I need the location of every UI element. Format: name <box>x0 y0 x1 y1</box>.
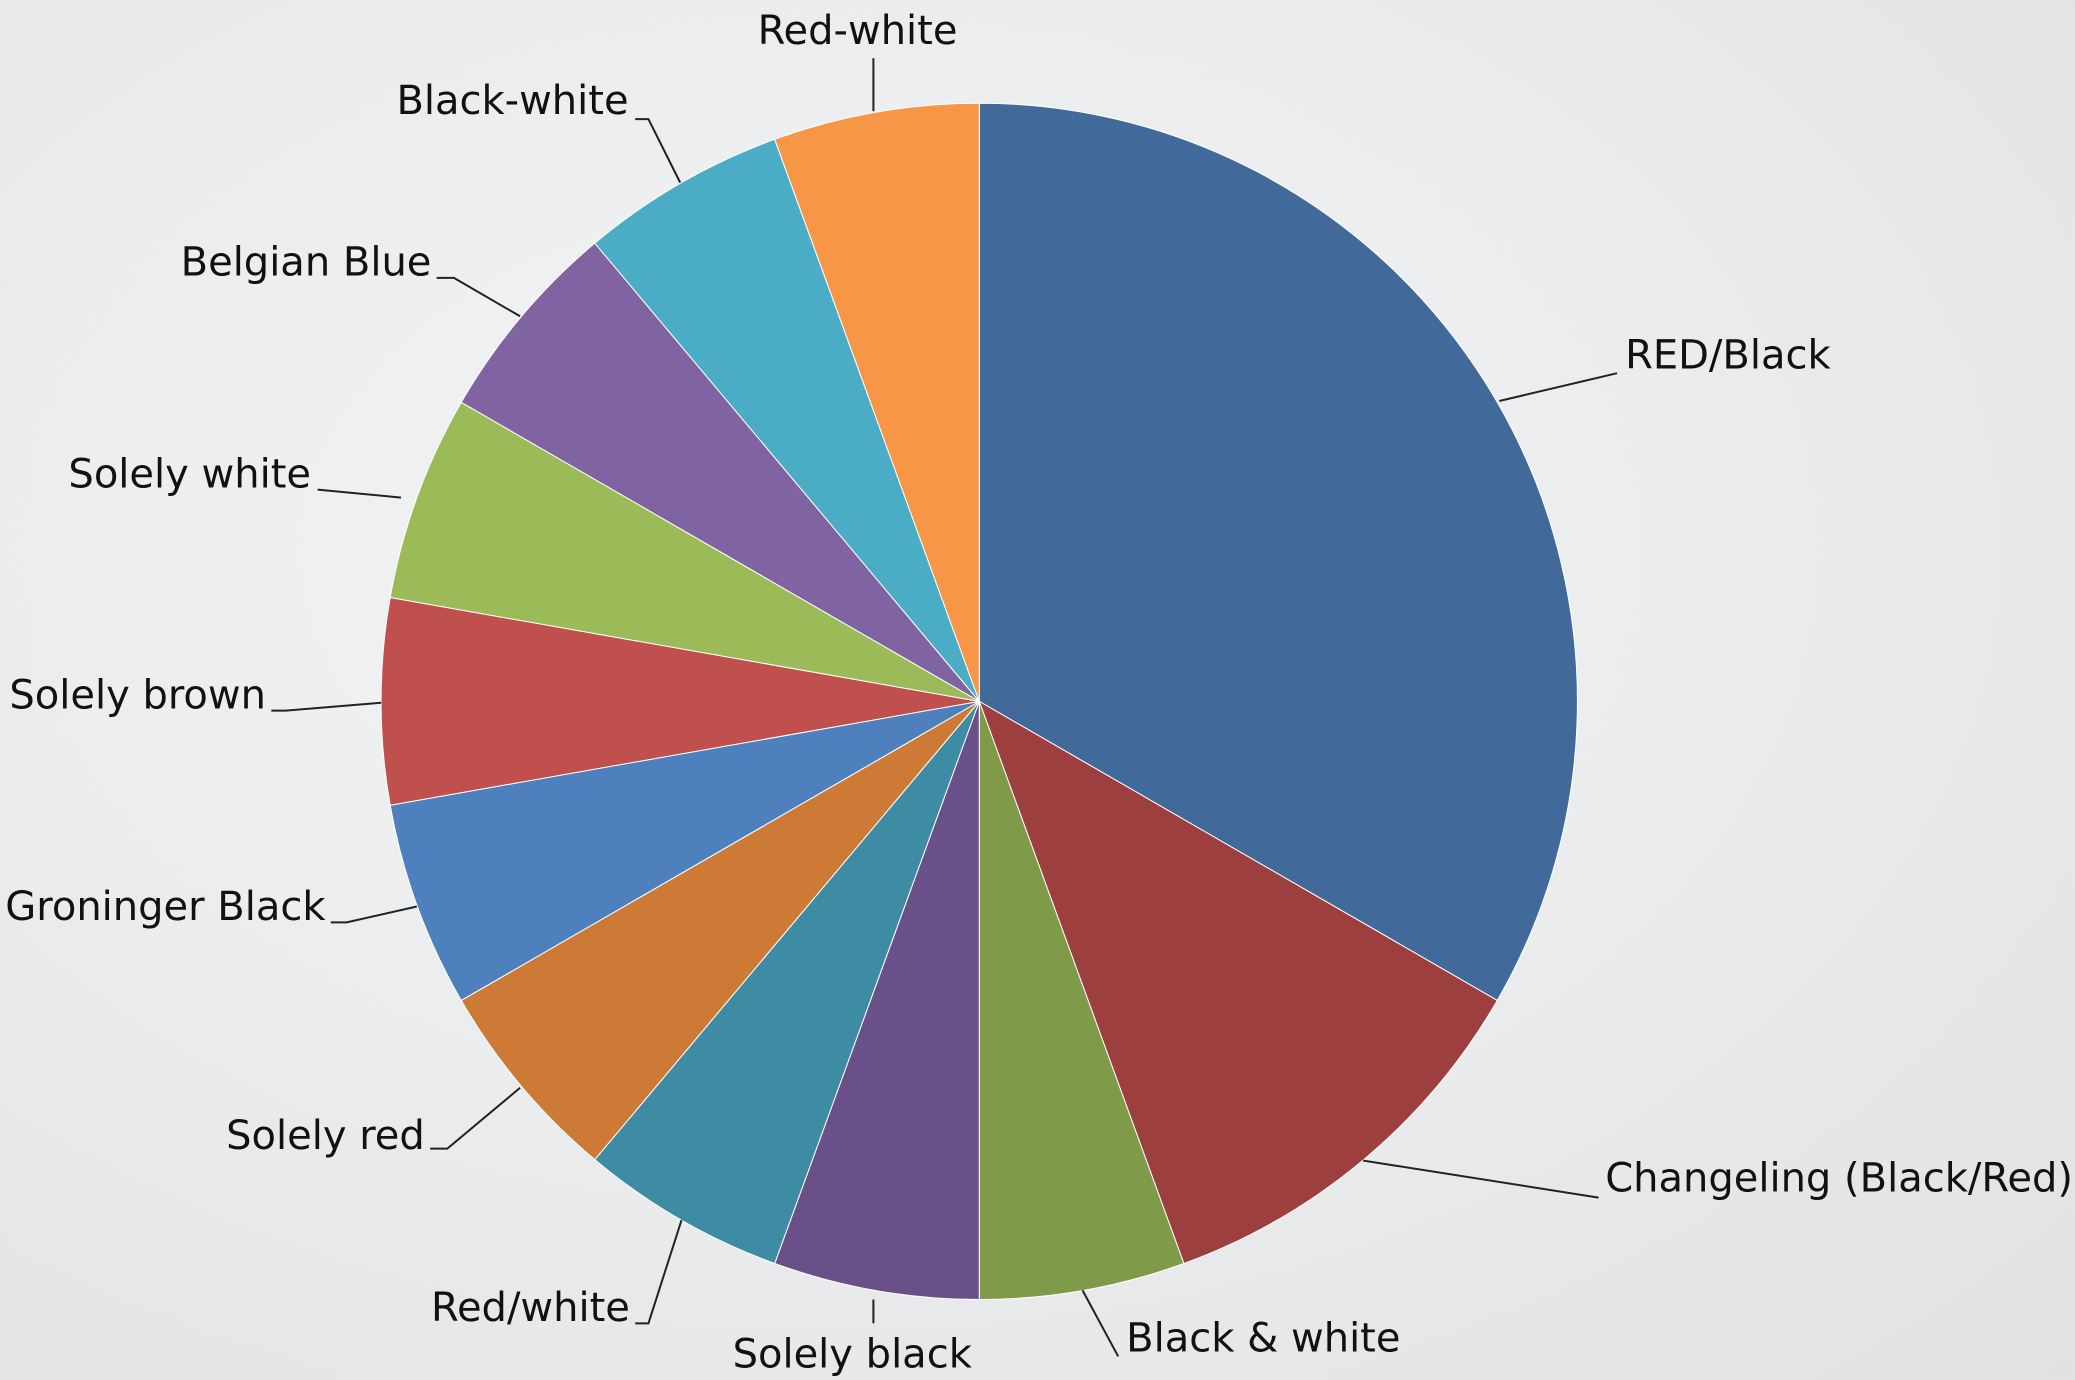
slice-label: Black & white <box>1126 1316 1400 1362</box>
leader-line <box>1081 1289 1120 1357</box>
slice-label: Solely red <box>226 1113 425 1159</box>
slice-label: Solely brown <box>9 672 266 718</box>
leader-line <box>1362 1159 1599 1199</box>
pie-slice <box>389 700 980 1002</box>
leader-line <box>430 1087 521 1150</box>
pie-slice <box>594 138 980 702</box>
pie-slice <box>380 596 980 806</box>
pie-slice <box>774 701 980 1301</box>
leader-line <box>330 905 418 924</box>
leader-line <box>271 701 382 712</box>
slice-label: Red-white <box>758 8 958 54</box>
slice-label: Black-white <box>396 78 628 124</box>
leader-line <box>1499 372 1618 402</box>
pie-slice <box>978 700 1498 1265</box>
slice-label: Solely black <box>733 1331 973 1377</box>
leader-line <box>317 488 402 499</box>
pie-slice <box>460 700 980 1161</box>
slice-label: Groninger Black <box>5 884 326 930</box>
pie-slice <box>389 401 980 702</box>
pie-slice <box>774 102 980 702</box>
leader-line <box>635 1219 683 1325</box>
slice-label: RED/Black <box>1625 332 1831 378</box>
slice-label: Red/white <box>431 1285 630 1331</box>
leader-line <box>635 118 682 184</box>
slice-label: Solely white <box>68 451 311 497</box>
pie-slice <box>460 242 980 702</box>
leader-line <box>436 276 521 318</box>
slice-label: Belgian Blue <box>181 240 432 286</box>
pie-slice <box>978 102 1578 1002</box>
slice-label: Changeling (Black/Red) <box>1605 1155 2073 1201</box>
pie-slice <box>594 701 980 1265</box>
